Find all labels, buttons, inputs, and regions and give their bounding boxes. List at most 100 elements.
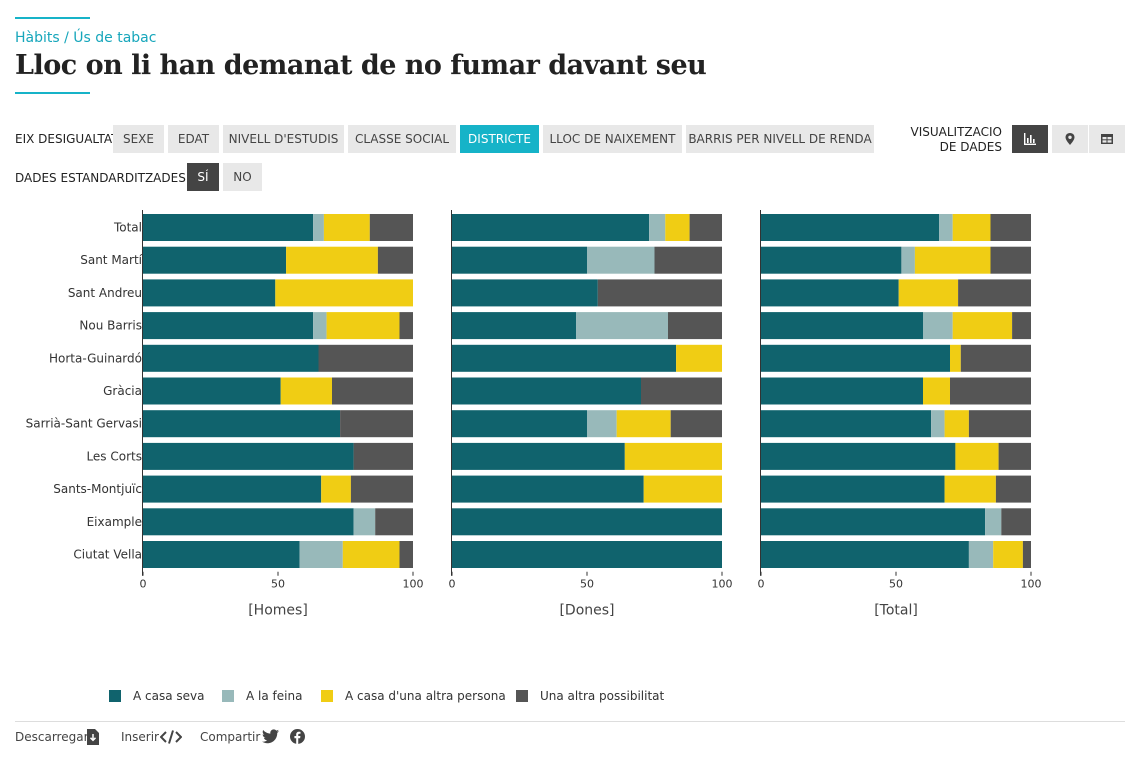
- bar-dones-sant-andreu-una-altra-possibilitat: [597, 279, 722, 307]
- axis-selector-label: EIX DESIGUALTAT: [15, 132, 119, 146]
- breadcrumb[interactable]: Hàbits / Ús de tabac: [15, 30, 157, 46]
- bar-homes-eixample-a-la-feina: [353, 508, 376, 536]
- axis-option-districte[interactable]: DISTRICTE: [460, 125, 539, 153]
- view-table-button[interactable]: [1089, 125, 1125, 153]
- bar-homes-total-a-la-feina: [313, 214, 324, 241]
- bar-dones-sant-marti-a-la-feina: [587, 246, 655, 274]
- bar-total-gracia-una-altra-possibilitat: [950, 377, 1031, 405]
- bar-homes-sants-montjuic-a-casa-d-una-altra-persona: [321, 475, 351, 503]
- bar-homes-sarria-sant-gervasi-una-altra-possibilitat: [340, 410, 413, 438]
- bar-chart-icon: [1024, 133, 1036, 145]
- x-tick-label-total-0: 0: [758, 578, 765, 591]
- twitter-icon[interactable]: [262, 729, 279, 744]
- category-label-horta-guinardo: Horta-Guinardó: [49, 351, 142, 365]
- embed-link[interactable]: Inserir: [121, 730, 159, 744]
- bar-total-total-a-la-feina: [939, 214, 953, 241]
- legend-label: Una altra possibilitat: [540, 689, 665, 703]
- category-label-sants-montjuic: Sants-Montjuïc: [53, 482, 142, 496]
- download-link[interactable]: Descarregar: [15, 730, 89, 744]
- bar-homes-sants-montjuic-a-casa-seva: [143, 475, 322, 503]
- bar-total-eixample-una-altra-possibilitat: [1001, 508, 1031, 536]
- bar-total-horta-guinardo-una-altra-possibilitat: [960, 344, 1031, 372]
- bar-total-sant-andreu-a-casa-d-una-altra-persona: [898, 279, 959, 307]
- facebook-icon[interactable]: [290, 729, 305, 744]
- x-tick-label-dones-0: 0: [449, 578, 456, 591]
- category-label-sant-andreu: Sant Andreu: [68, 286, 142, 300]
- bar-homes-eixample-una-altra-possibilitat: [375, 508, 413, 536]
- panel-title-total: [Total]: [874, 603, 918, 619]
- standardized-no-button[interactable]: NO: [223, 163, 262, 191]
- x-tick-label-homes-100: 100: [403, 578, 424, 591]
- bar-homes-les-corts-a-casa-seva: [143, 442, 354, 470]
- x-tick-label-dones-50: 50: [580, 578, 594, 591]
- bar-total-nou-barris-una-altra-possibilitat: [1012, 312, 1031, 340]
- bar-total-ciutat-vella-a-casa-seva: [761, 541, 969, 568]
- bar-total-ciutat-vella-a-casa-d-una-altra-persona: [993, 541, 1023, 568]
- bar-total-sarria-sant-gervasi-a-la-feina: [931, 410, 945, 438]
- view-chart-button[interactable]: [1012, 125, 1048, 153]
- legend-swatch: [516, 690, 528, 702]
- bar-homes-total-a-casa-seva: [143, 214, 314, 241]
- bar-dones-les-corts-a-casa-seva: [452, 442, 625, 470]
- top-accent-rule: [15, 17, 90, 19]
- bar-dones-nou-barris-una-altra-possibilitat: [668, 312, 722, 340]
- view-map-button[interactable]: [1052, 125, 1088, 153]
- x-tick-label-dones-100: 100: [712, 578, 733, 591]
- bar-dones-ciutat-vella-a-casa-seva: [452, 541, 722, 568]
- bar-total-total-a-casa-d-una-altra-persona: [952, 214, 991, 241]
- bar-dones-gracia-una-altra-possibilitat: [641, 377, 722, 405]
- bar-homes-ciutat-vella-a-la-feina: [299, 541, 343, 568]
- download-icon[interactable]: [86, 729, 100, 745]
- bar-total-sant-marti-a-la-feina: [901, 246, 915, 274]
- bar-dones-les-corts-a-casa-d-una-altra-persona: [624, 442, 722, 470]
- bar-total-horta-guinardo-a-casa-seva: [761, 344, 950, 372]
- bar-dones-sant-marti-a-casa-seva: [452, 246, 587, 274]
- bar-dones-sants-montjuic-a-casa-seva: [452, 475, 644, 503]
- bar-homes-sant-andreu-a-casa-seva: [143, 279, 276, 307]
- bar-homes-gracia-a-casa-seva: [143, 377, 281, 405]
- bar-total-sant-andreu-una-altra-possibilitat: [958, 279, 1031, 307]
- axis-option-edat[interactable]: EDAT: [168, 125, 219, 153]
- standardized-yes-button[interactable]: SÍ: [187, 163, 219, 191]
- share-link[interactable]: Compartir: [200, 730, 261, 744]
- bar-homes-horta-guinardo-a-casa-seva: [143, 344, 319, 372]
- category-label-les-corts: Les Corts: [86, 449, 142, 463]
- bar-homes-total-a-casa-d-una-altra-persona: [323, 214, 370, 241]
- legend-label: A casa seva: [133, 689, 205, 703]
- axis-option-classe-social[interactable]: CLASSE SOCIAL: [348, 125, 456, 153]
- bar-dones-nou-barris-a-la-feina: [576, 312, 668, 340]
- visualization-label-line-2: DE DADES: [939, 140, 1002, 154]
- bar-homes-sant-marti-a-casa-d-una-altra-persona: [286, 246, 378, 274]
- bar-total-sants-montjuic-una-altra-possibilitat: [995, 475, 1031, 503]
- axis-option-sexe[interactable]: SEXE: [113, 125, 164, 153]
- axis-option-lloc-naixement[interactable]: LLOC DE NAIXEMENT: [543, 125, 682, 153]
- bar-total-nou-barris-a-la-feina: [923, 312, 953, 340]
- axis-option-nivell-estudis[interactable]: NIVELL D'ESTUDIS: [223, 125, 344, 153]
- bar-homes-horta-guinardo-una-altra-possibilitat: [318, 344, 413, 372]
- category-label-sant-marti: Sant Martí: [80, 253, 142, 267]
- bar-homes-total-una-altra-possibilitat: [369, 214, 413, 241]
- bar-homes-sants-montjuic-una-altra-possibilitat: [350, 475, 413, 503]
- category-label-nou-barris: Nou Barris: [79, 319, 142, 333]
- bar-dones-sarria-sant-gervasi-a-la-feina: [587, 410, 617, 438]
- bar-dones-gracia-a-casa-seva: [452, 377, 641, 405]
- bar-total-eixample-a-casa-seva: [761, 508, 986, 536]
- bar-dones-sarria-sant-gervasi-una-altra-possibilitat: [670, 410, 722, 438]
- bar-homes-ciutat-vella-una-altra-possibilitat: [399, 541, 413, 568]
- footer-divider: [15, 721, 1125, 722]
- title-accent-rule: [15, 92, 90, 94]
- x-tick-label-homes-50: 50: [271, 578, 285, 591]
- axis-option-barris-renda[interactable]: BARRIS PER NIVELL DE RENDA: [686, 125, 874, 153]
- bar-total-les-corts-a-casa-d-una-altra-persona: [955, 442, 999, 470]
- bar-total-total-una-altra-possibilitat: [990, 214, 1031, 241]
- legend-item-a-casa-seva: A casa seva: [109, 689, 204, 703]
- bar-dones-total-una-altra-possibilitat: [689, 214, 722, 241]
- legend-item-altra-possibilitat: Una altra possibilitat: [516, 689, 664, 703]
- bar-total-les-corts-una-altra-possibilitat: [998, 442, 1031, 470]
- bar-dones-sants-montjuic-a-casa-d-una-altra-persona: [643, 475, 722, 503]
- stacked-bar-chart: Total Sant Martí Sant Andreu Nou Barris Hort…: [26, 210, 1042, 619]
- category-label-gracia: Gràcia: [103, 384, 142, 398]
- code-icon[interactable]: [160, 729, 182, 745]
- bar-dones-sant-marti-una-altra-possibilitat: [654, 246, 722, 274]
- legend-item-a-la-feina: A la feina: [222, 689, 302, 703]
